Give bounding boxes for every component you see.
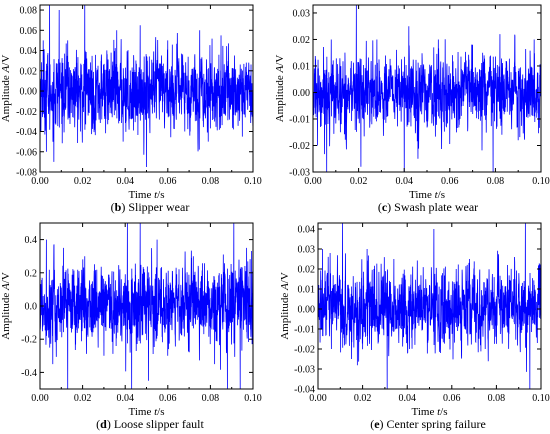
x-tick-label: 0.06 [441,176,459,187]
y-tick-label: 0.2 [25,268,38,279]
signal-line-d [40,223,253,389]
x-tick-label: 0.10 [532,393,550,404]
signal-line-e [318,223,541,389]
panel-caption: (e) Center spring failure [370,417,486,431]
y-tick-label: 0.4 [25,235,38,246]
signal-line-c [313,5,541,172]
y-tick-label: 0.01 [298,285,316,296]
chart-panel-b: 0.00 0.02 0.04 0.06 0.08 0.10 -0.08 -0.06 -0.04 -… [0,4,262,214]
y-tick-label: 0.08 [20,6,38,17]
y-tick-label: -0.01 [289,114,310,125]
panel-caption: (b) Slipper wear [111,200,190,214]
y-tick-label: -0.02 [289,141,310,152]
x-tick-label: 0.00 [31,393,49,404]
x-tick-label: 0.10 [532,176,550,187]
y-tick-label: 0.04 [20,46,38,57]
y-tick-label: 0.02 [20,66,38,77]
y-tick-label: 0.03 [298,245,316,256]
y-tick-label: -0.02 [294,345,315,356]
x-axis-label: Time t/s [412,406,448,418]
x-tick-label: 0.10 [244,393,262,404]
x-tick-label: 0.00 [304,176,322,187]
y-tick-label: -0.03 [294,365,315,376]
y-tick-label: 0.02 [298,265,316,276]
y-tick-label: -0.01 [294,325,315,336]
panel-caption: (c) Swash plate wear [378,200,478,214]
x-axis-label: Time t/s [129,189,165,201]
x-tick-label: 0.08 [202,393,220,404]
x-tick-label: 0.10 [244,176,262,187]
y-axis-label: Amplitude A/V [0,272,12,340]
y-tick-label: -0.2 [21,335,37,346]
x-tick-label: 0.08 [202,176,220,187]
y-tick-label: -0.06 [16,147,37,158]
y-axis-label: Amplitude A/V [0,55,12,123]
y-tick-label: 0.00 [298,305,316,316]
y-tick-label: 0.00 [20,87,38,98]
x-tick-label: 0.02 [350,176,368,187]
y-tick-label: 0.01 [293,61,311,72]
x-tick-label: 0.02 [74,393,92,404]
x-tick-label: 0.08 [488,393,506,404]
y-tick-label: 0.06 [20,26,38,37]
x-axis-label: Time t/s [409,189,445,201]
signal-line-b [40,5,253,167]
x-tick-label: 0.04 [398,393,416,404]
x-tick-label: 0.06 [443,393,461,404]
x-tick-label: 0.00 [31,176,49,187]
chart-panel-d: 0.00 0.02 0.04 0.06 0.08 0.10 -0.4 -0.2 0.0 0.2 0.… [0,222,262,431]
x-tick-label: 0.08 [487,176,505,187]
x-tick-label: 0.00 [309,393,327,404]
x-axis-label: Time t/s [129,406,165,418]
y-axis-label: Amplitude A/V [274,55,286,123]
chart-panel-c: 0.00 0.02 0.04 0.06 0.08 0.10 -0.03 -0.02 -0.01 0… [274,4,550,214]
x-tick-label: 0.06 [159,176,177,187]
x-tick-label: 0.04 [395,176,413,187]
y-axis-label: Amplitude A/V [279,272,291,340]
y-tick-label: 0.00 [293,88,311,99]
y-tick-label: 0.04 [298,225,316,236]
y-tick-label: 0.0 [25,302,38,313]
y-tick-label: 0.02 [293,35,311,46]
x-tick-label: 0.02 [74,176,92,187]
y-tick-label: 0.03 [293,8,311,19]
y-tick-label: -0.4 [21,368,37,379]
panel-caption: (d) Loose slipper fault [96,417,204,431]
y-tick-label: -0.04 [294,385,315,396]
chart-panel-e: 0.00 0.02 0.04 0.06 0.08 0.10 -0.04 -0.03 -0.02 -… [279,222,550,431]
x-tick-label: 0.04 [116,393,134,404]
x-tick-label: 0.04 [116,176,134,187]
y-tick-label: -0.03 [289,168,310,179]
y-tick-label: -0.02 [16,107,37,118]
x-tick-label: 0.02 [354,393,372,404]
x-tick-label: 0.06 [159,393,177,404]
y-tick-label: -0.08 [16,168,37,179]
y-tick-label: -0.04 [16,127,37,138]
